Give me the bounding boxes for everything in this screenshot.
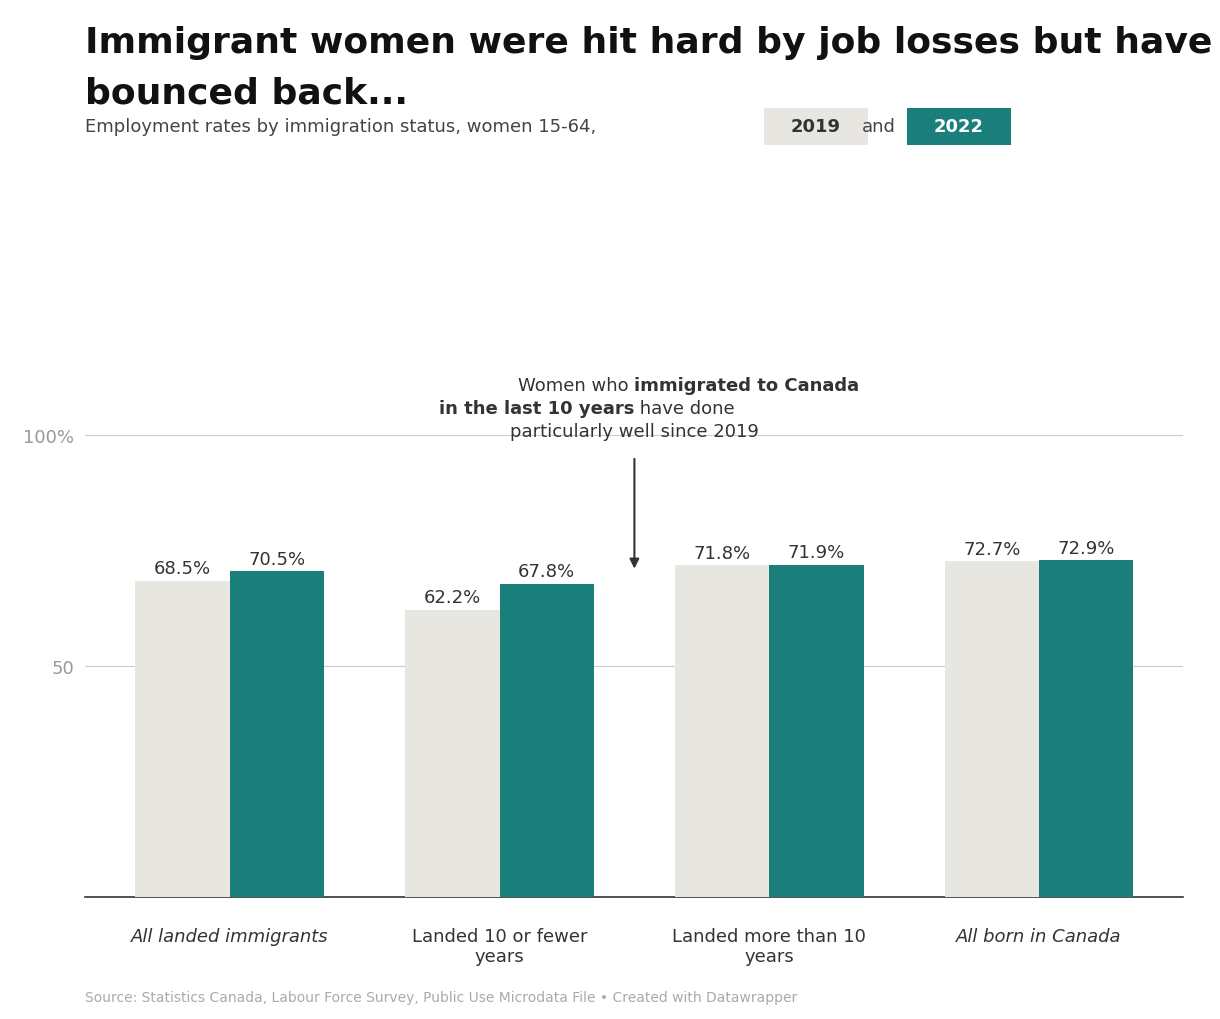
- Text: bounced back...: bounced back...: [85, 76, 409, 110]
- Text: Source: Statistics Canada, Labour Force Survey, Public Use Microdata File • Crea: Source: Statistics Canada, Labour Force …: [85, 989, 798, 1004]
- FancyBboxPatch shape: [764, 109, 869, 146]
- Text: and: and: [863, 118, 897, 137]
- Text: 67.8%: 67.8%: [518, 562, 576, 581]
- Bar: [135, 581, 229, 897]
- Text: in the last 10 years: in the last 10 years: [439, 399, 634, 418]
- Text: immigrated to Canada: immigrated to Canada: [634, 376, 860, 394]
- Text: 72.7%: 72.7%: [963, 540, 1021, 558]
- Text: 70.5%: 70.5%: [249, 550, 305, 569]
- Text: 2022: 2022: [933, 118, 983, 137]
- Text: Landed 10 or fewer
years: Landed 10 or fewer years: [412, 926, 587, 965]
- Bar: [770, 566, 864, 897]
- Bar: [405, 610, 499, 897]
- Text: 72.9%: 72.9%: [1058, 539, 1115, 557]
- FancyBboxPatch shape: [906, 109, 1011, 146]
- Text: Employment rates by immigration status, women 15-64,: Employment rates by immigration status, …: [85, 118, 608, 137]
- Bar: [499, 584, 594, 897]
- Text: Women who: Women who: [518, 376, 634, 394]
- Text: All landed immigrants: All landed immigrants: [131, 926, 328, 945]
- Text: have done: have done: [634, 399, 734, 418]
- Text: Landed more than 10
years: Landed more than 10 years: [672, 926, 866, 965]
- Text: 68.5%: 68.5%: [154, 559, 211, 578]
- Text: particularly well since 2019: particularly well since 2019: [510, 422, 759, 440]
- Text: 71.9%: 71.9%: [788, 544, 845, 561]
- Text: Immigrant women were hit hard by job losses but have: Immigrant women were hit hard by job los…: [85, 25, 1213, 59]
- Bar: [675, 566, 770, 897]
- Bar: [1039, 560, 1133, 897]
- Bar: [229, 572, 325, 897]
- Text: 62.2%: 62.2%: [423, 588, 481, 606]
- Text: 2019: 2019: [791, 118, 841, 137]
- Text: 71.8%: 71.8%: [693, 544, 750, 562]
- Bar: [944, 561, 1039, 897]
- Text: All born in Canada: All born in Canada: [956, 926, 1122, 945]
